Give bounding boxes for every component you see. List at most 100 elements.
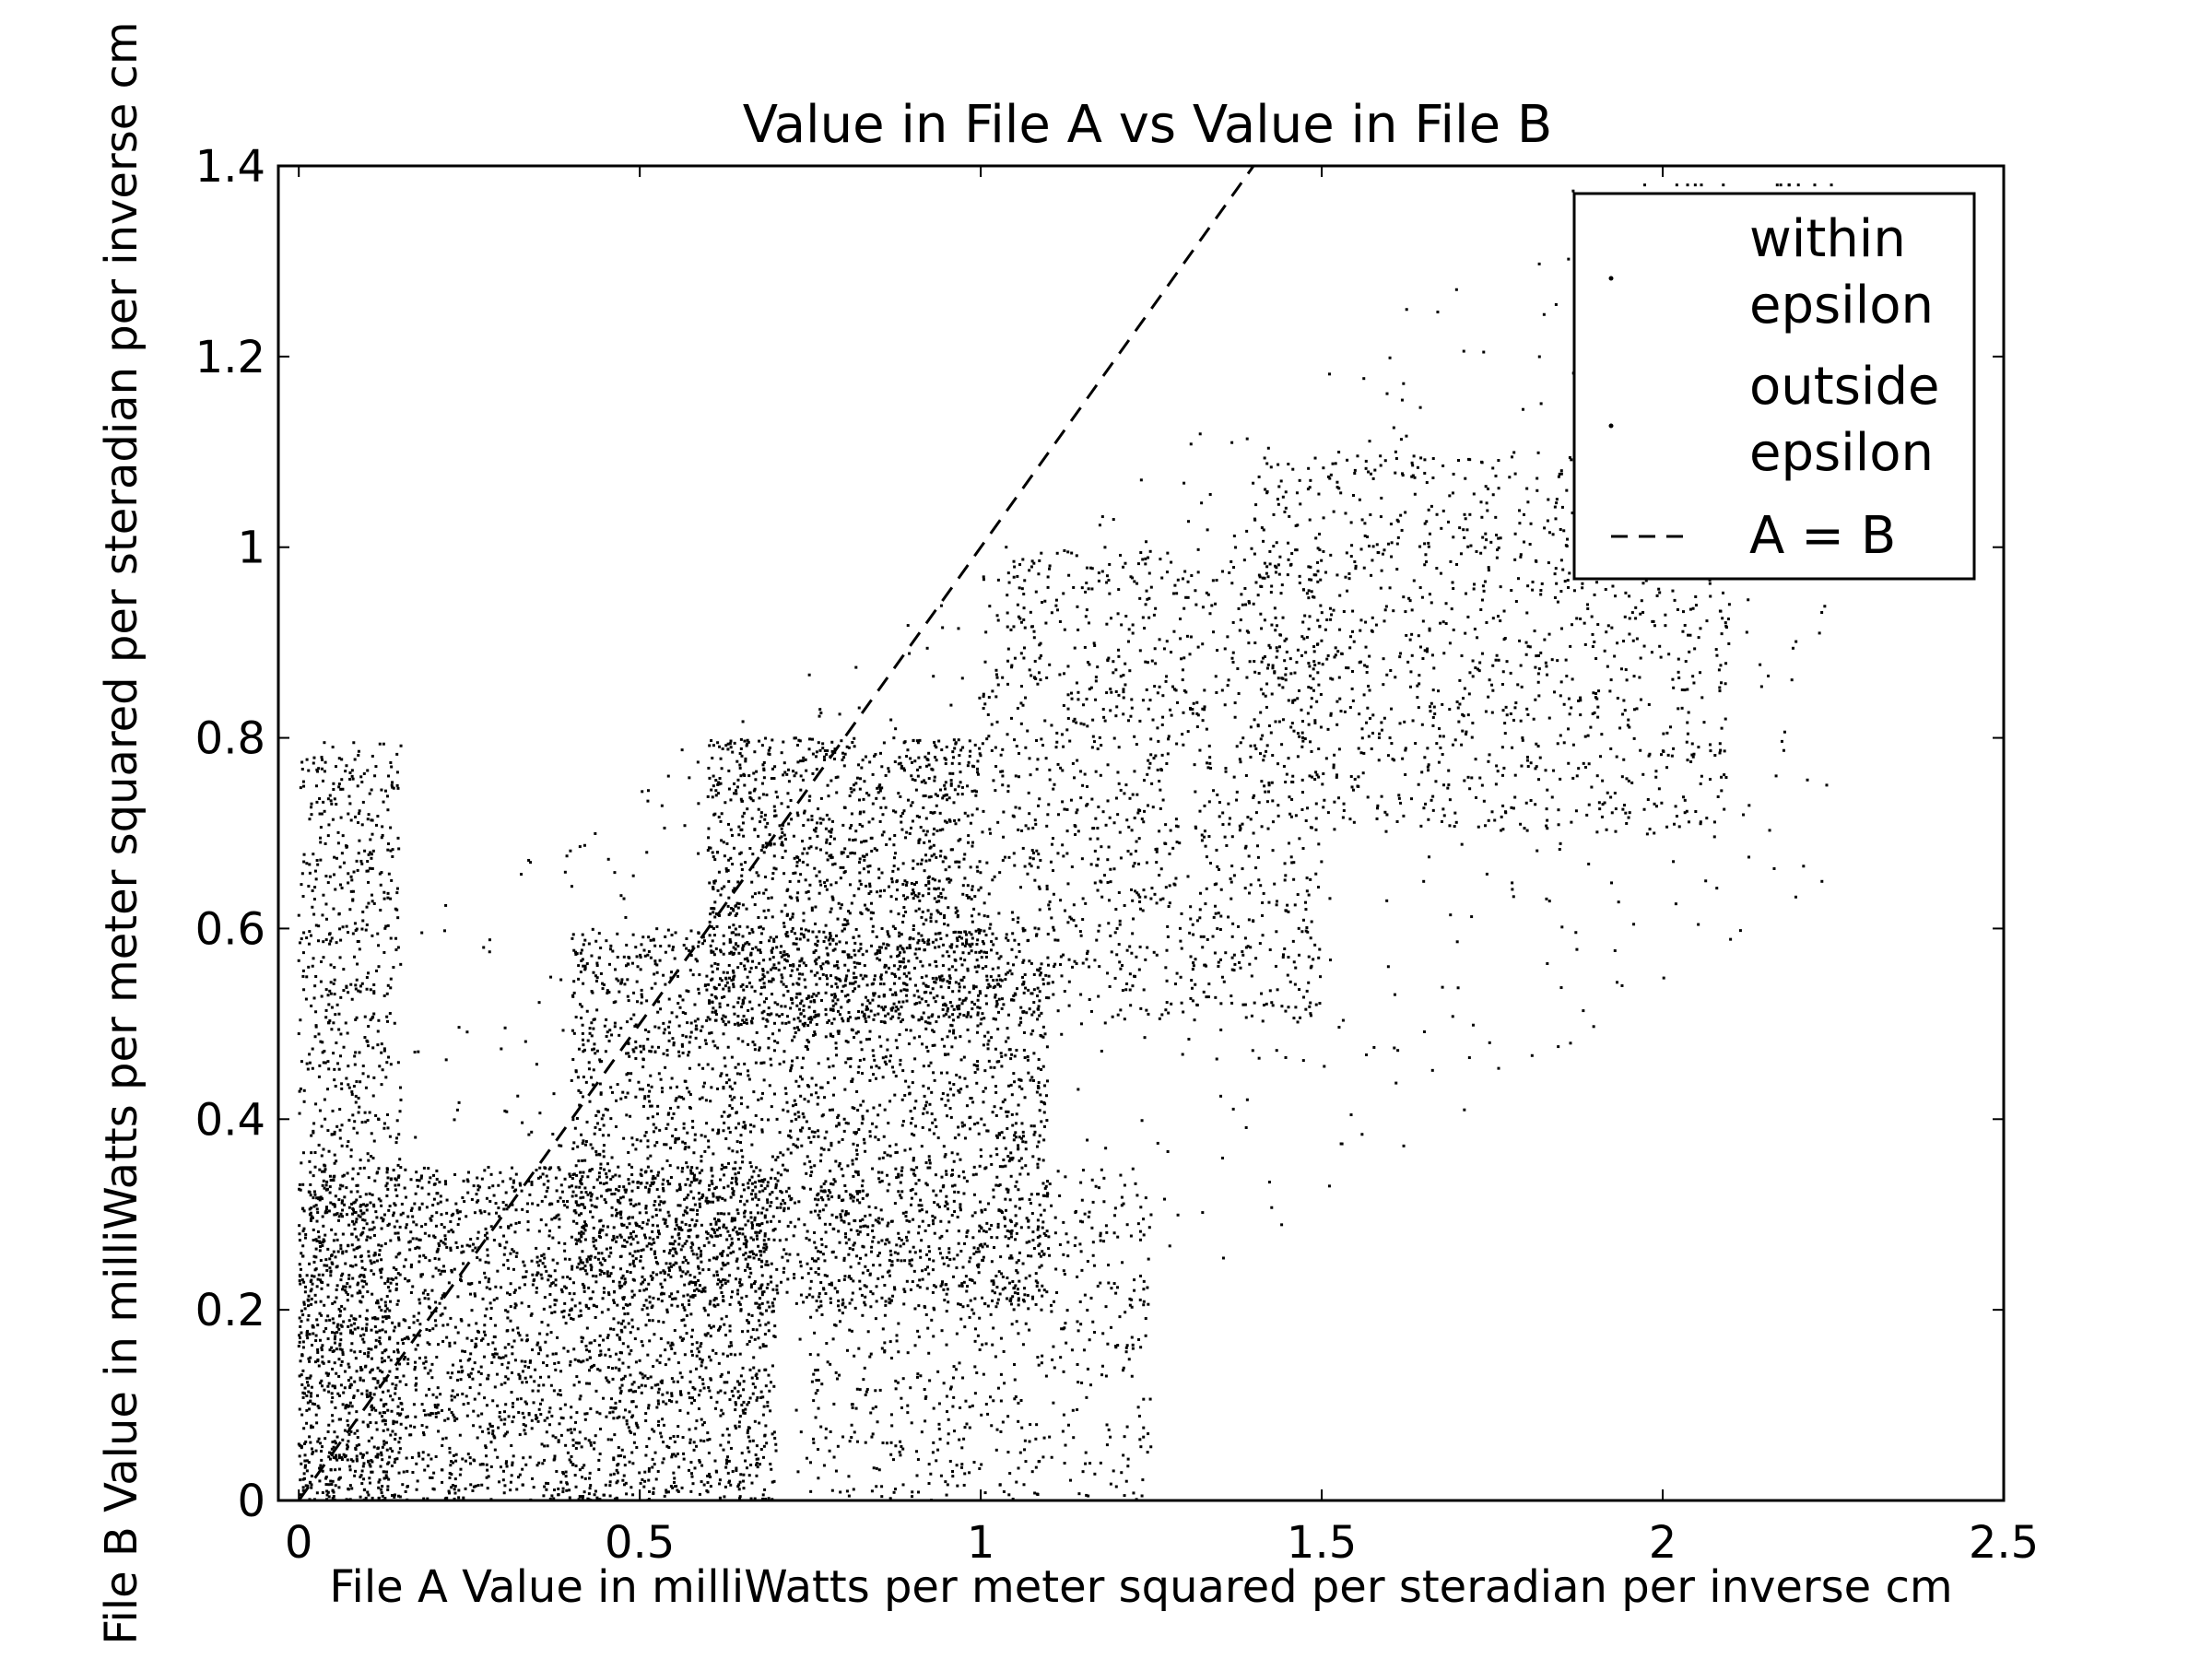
- data-point: [407, 1326, 411, 1330]
- data-point: [996, 1028, 1000, 1031]
- data-point: [678, 1265, 682, 1269]
- data-point: [450, 1473, 453, 1477]
- data-point: [612, 1234, 616, 1238]
- data-point: [814, 1259, 818, 1263]
- data-point: [608, 1480, 612, 1484]
- data-point: [994, 1183, 998, 1187]
- data-point: [939, 1189, 943, 1193]
- data-point: [434, 1454, 438, 1458]
- data-point: [680, 1338, 684, 1342]
- data-point: [774, 1186, 778, 1190]
- data-point: [624, 1095, 628, 1099]
- data-point: [1022, 1300, 1026, 1303]
- data-point: [357, 1326, 360, 1330]
- data-point: [1035, 1145, 1039, 1148]
- data-point: [521, 1207, 524, 1211]
- data-point: [459, 1378, 463, 1382]
- data-point: [937, 1247, 941, 1251]
- data-point: [764, 1247, 768, 1251]
- data-point: [828, 1282, 831, 1286]
- data-point: [389, 1359, 393, 1362]
- data-point: [705, 1018, 709, 1022]
- data-point: [388, 1337, 392, 1341]
- data-point: [541, 1172, 545, 1176]
- data-point: [369, 1465, 372, 1468]
- data-point: [887, 1122, 890, 1125]
- data-point: [379, 1199, 382, 1203]
- data-point: [340, 1455, 344, 1459]
- data-point: [1008, 1198, 1012, 1202]
- data-point: [395, 1302, 399, 1306]
- data-point: [640, 993, 643, 996]
- data-point: [749, 1285, 753, 1288]
- data-point: [619, 981, 623, 984]
- data-point: [617, 1454, 620, 1458]
- data-point: [761, 969, 765, 972]
- data-point: [687, 1468, 690, 1472]
- data-point: [991, 1299, 994, 1302]
- data-point: [952, 1029, 956, 1032]
- data-point: [651, 1465, 654, 1469]
- data-point: [731, 1192, 735, 1195]
- data-point: [1013, 1286, 1017, 1289]
- data-point: [715, 1228, 719, 1231]
- data-point: [592, 1240, 595, 1243]
- data-point: [709, 1300, 712, 1303]
- data-point: [982, 1100, 985, 1104]
- data-point: [577, 977, 581, 981]
- data-point: [784, 1021, 788, 1025]
- data-point: [742, 1242, 746, 1246]
- data-point: [833, 1180, 837, 1183]
- data-point: [396, 1253, 400, 1256]
- data-point: [998, 1165, 1002, 1169]
- data-point: [407, 1279, 411, 1283]
- data-point: [451, 1484, 454, 1488]
- data-point: [739, 1134, 743, 1137]
- data-point: [603, 1198, 606, 1202]
- data-point: [725, 1460, 729, 1464]
- data-point: [437, 1430, 441, 1433]
- data-point: [654, 1208, 658, 1212]
- data-point: [1034, 1302, 1038, 1306]
- data-point: [700, 1134, 703, 1137]
- data-point: [670, 1292, 674, 1296]
- data-point: [888, 1054, 892, 1058]
- data-point: [701, 1289, 705, 1293]
- data-point: [300, 1413, 304, 1417]
- data-point: [548, 1284, 552, 1288]
- data-point: [583, 1220, 587, 1224]
- data-point: [354, 1220, 358, 1224]
- data-point: [543, 1418, 547, 1422]
- data-point: [736, 1485, 740, 1488]
- data-point: [689, 1349, 693, 1353]
- data-point: [535, 1255, 539, 1259]
- data-point: [1037, 1158, 1041, 1161]
- data-point: [883, 1108, 887, 1112]
- data-point: [739, 1374, 743, 1378]
- data-point: [472, 1424, 476, 1428]
- data-point: [763, 1333, 767, 1336]
- data-point: [681, 1244, 685, 1248]
- data-point: [677, 1050, 681, 1053]
- data-point: [674, 1485, 677, 1488]
- data-point: [746, 1319, 749, 1323]
- scatter-points: [297, 183, 1833, 1500]
- data-point: [315, 1318, 319, 1322]
- data-point: [507, 1266, 511, 1270]
- data-point: [347, 1324, 350, 1328]
- data-point: [487, 1280, 490, 1284]
- data-point: [324, 1326, 328, 1330]
- data-point: [701, 1287, 705, 1290]
- data-point: [448, 1344, 452, 1347]
- data-point: [768, 1389, 771, 1393]
- data-point: [710, 1179, 713, 1182]
- data-point: [843, 1305, 847, 1309]
- data-point: [899, 1063, 902, 1066]
- data-point: [536, 1419, 540, 1423]
- data-point: [660, 1087, 664, 1090]
- data-point: [593, 1493, 596, 1497]
- data-point: [618, 1358, 621, 1361]
- data-point: [351, 1265, 355, 1268]
- data-point: [635, 1138, 639, 1142]
- data-point: [598, 1452, 602, 1455]
